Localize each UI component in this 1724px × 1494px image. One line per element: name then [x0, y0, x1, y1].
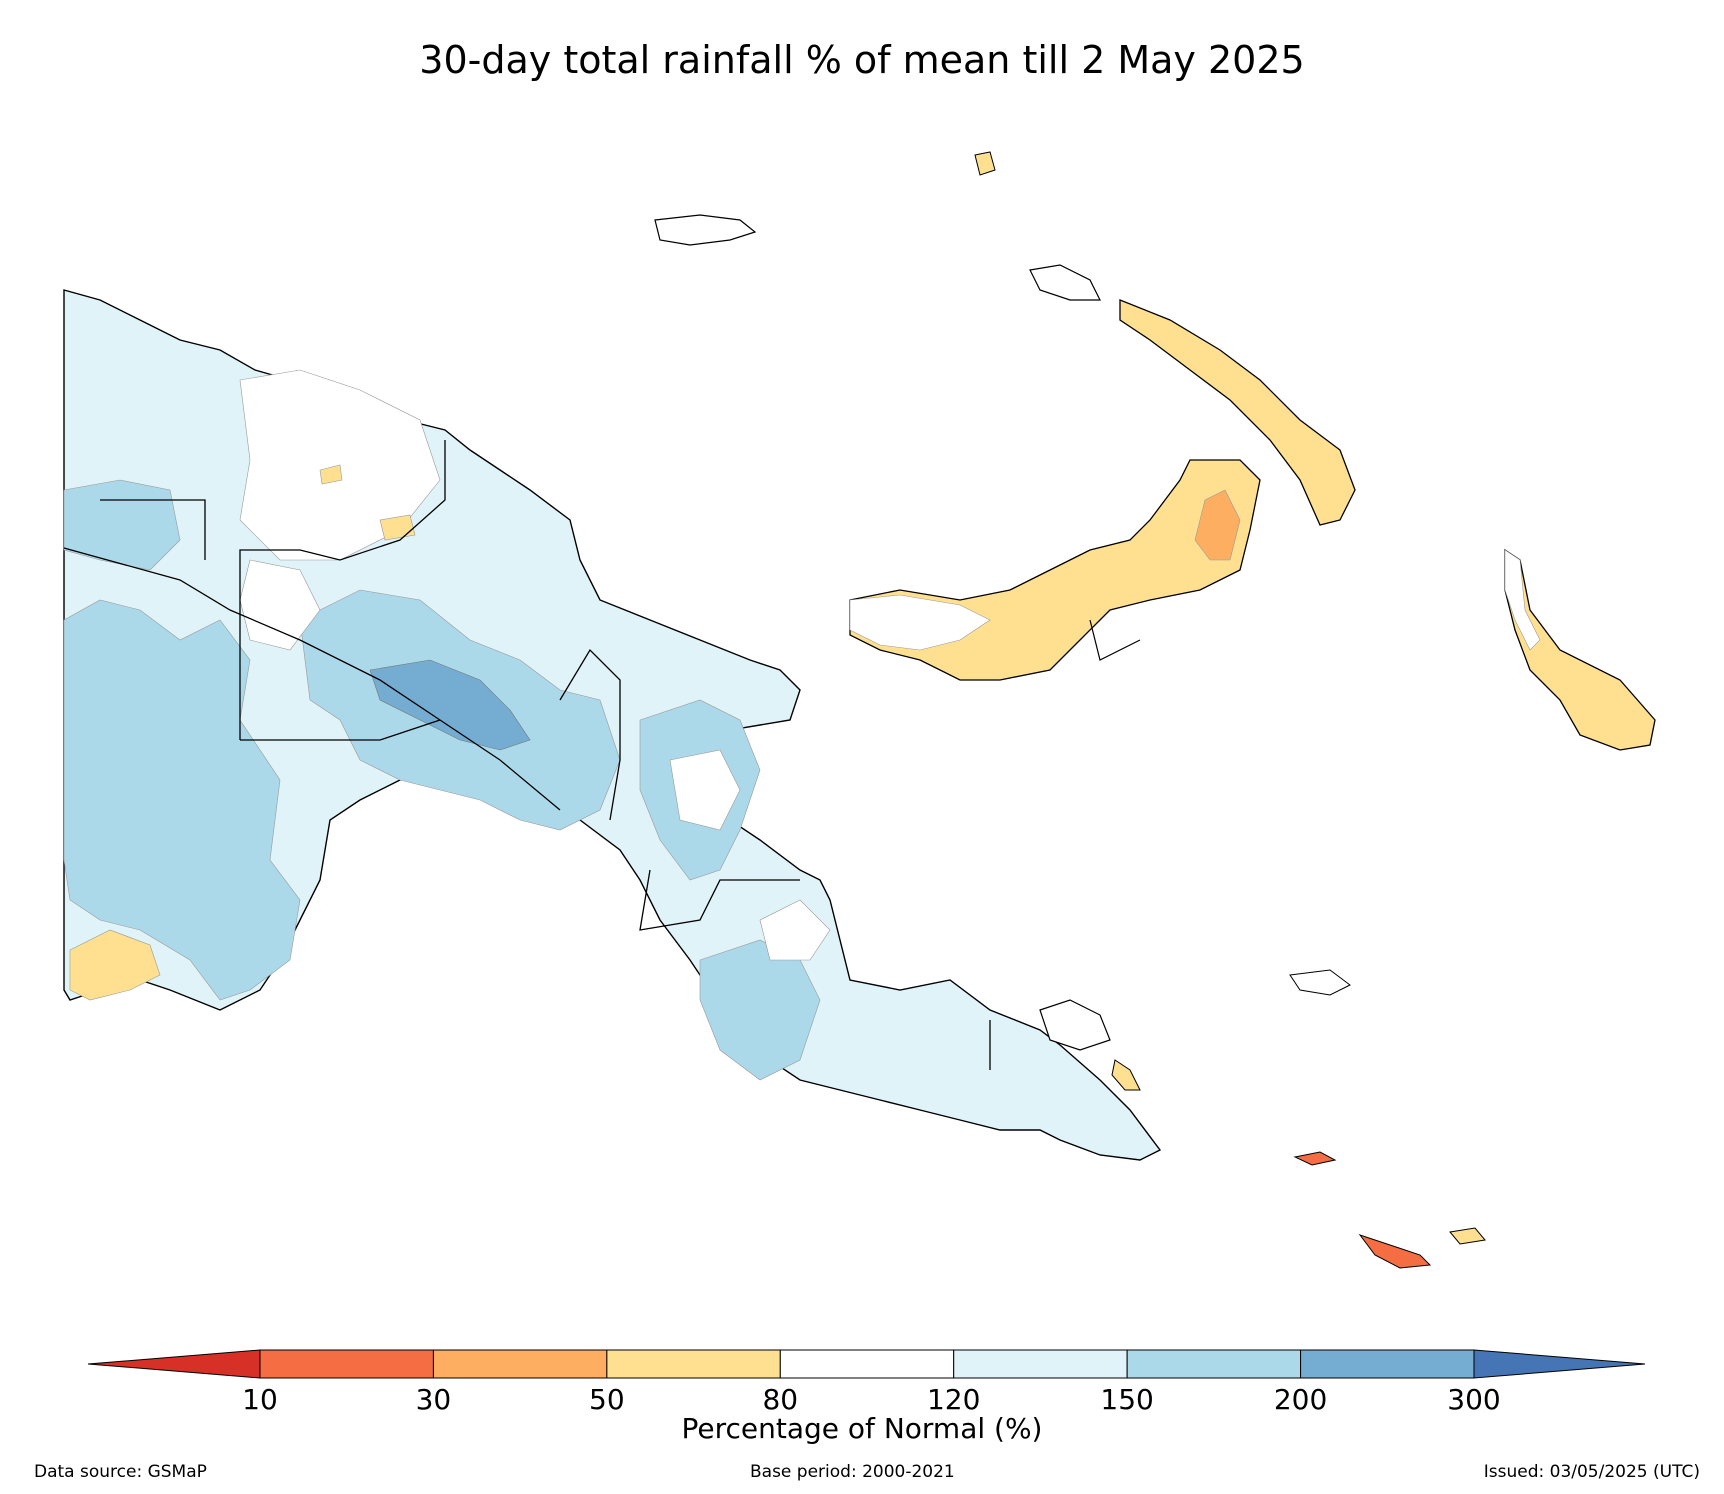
woodlark-island	[1289, 969, 1351, 996]
sudest-island	[1358, 1234, 1432, 1269]
region-80-120-east	[669, 749, 741, 831]
issued-date: Issued: 03/05/2025 (UTC)	[1483, 1462, 1700, 1482]
region-50-80-small	[319, 464, 343, 485]
data-source: Data source: GSMaP	[34, 1462, 207, 1482]
colorbar-tick-label: 300	[1447, 1383, 1501, 1416]
region-150-200-north	[63, 479, 181, 571]
colorbar-title: Percentage of Normal (%)	[681, 1412, 1043, 1445]
colorbar-segment-c50_80	[606, 1349, 781, 1379]
base-period: Base period: 2000-2021	[750, 1462, 955, 1482]
manus-island	[654, 214, 757, 246]
map-title: 30-day total rainfall % of mean till 2 M…	[419, 38, 1305, 82]
mainland	[63, 289, 1162, 1161]
colorbar-extend-high	[1473, 1349, 1646, 1379]
bougainville	[1504, 548, 1656, 751]
colorbar-tick-label: 10	[242, 1383, 278, 1416]
region-200-300-core	[369, 659, 531, 751]
colorbar-segment-c120_150	[953, 1349, 1128, 1379]
new-britain-border	[1089, 619, 1141, 661]
colorbar-tick-label: 150	[1100, 1383, 1154, 1416]
colorbar-tick-label: 120	[926, 1383, 981, 1416]
bougainville-white	[1504, 549, 1541, 651]
province-borders	[63, 440, 991, 1070]
region-50-80-southwest	[69, 929, 161, 1001]
misima-island	[1293, 1151, 1337, 1166]
region-150-200-west	[63, 599, 301, 1001]
new-britain-orange	[1194, 489, 1241, 561]
colorbar-segment-c10_30	[259, 1349, 434, 1379]
normanby-island	[1111, 1059, 1141, 1091]
colorbar	[87, 1349, 1646, 1379]
colorbar-tick-label: 30	[415, 1383, 452, 1416]
colorbar-tick-label: 200	[1273, 1383, 1328, 1416]
colorbar-segment-c30_50	[432, 1349, 608, 1379]
new-hanover	[1029, 264, 1101, 301]
colorbar-segment-c150_200	[1126, 1349, 1302, 1379]
dentrecasteaux-islands	[1039, 999, 1111, 1051]
new-britain	[849, 459, 1261, 681]
colorbar-tick-label: 50	[589, 1383, 625, 1416]
rossel-island	[1449, 1227, 1486, 1245]
region-80-120-south	[759, 899, 831, 961]
colorbar-segment-c80_120	[779, 1349, 955, 1379]
small-island-north	[974, 151, 996, 176]
new-ireland	[1119, 299, 1356, 526]
colorbar-segment-c200_300	[1300, 1349, 1475, 1379]
colorbar-tick-label: 80	[762, 1383, 799, 1416]
new-britain-white-west	[849, 594, 991, 651]
colorbar-extend-low	[87, 1349, 261, 1379]
